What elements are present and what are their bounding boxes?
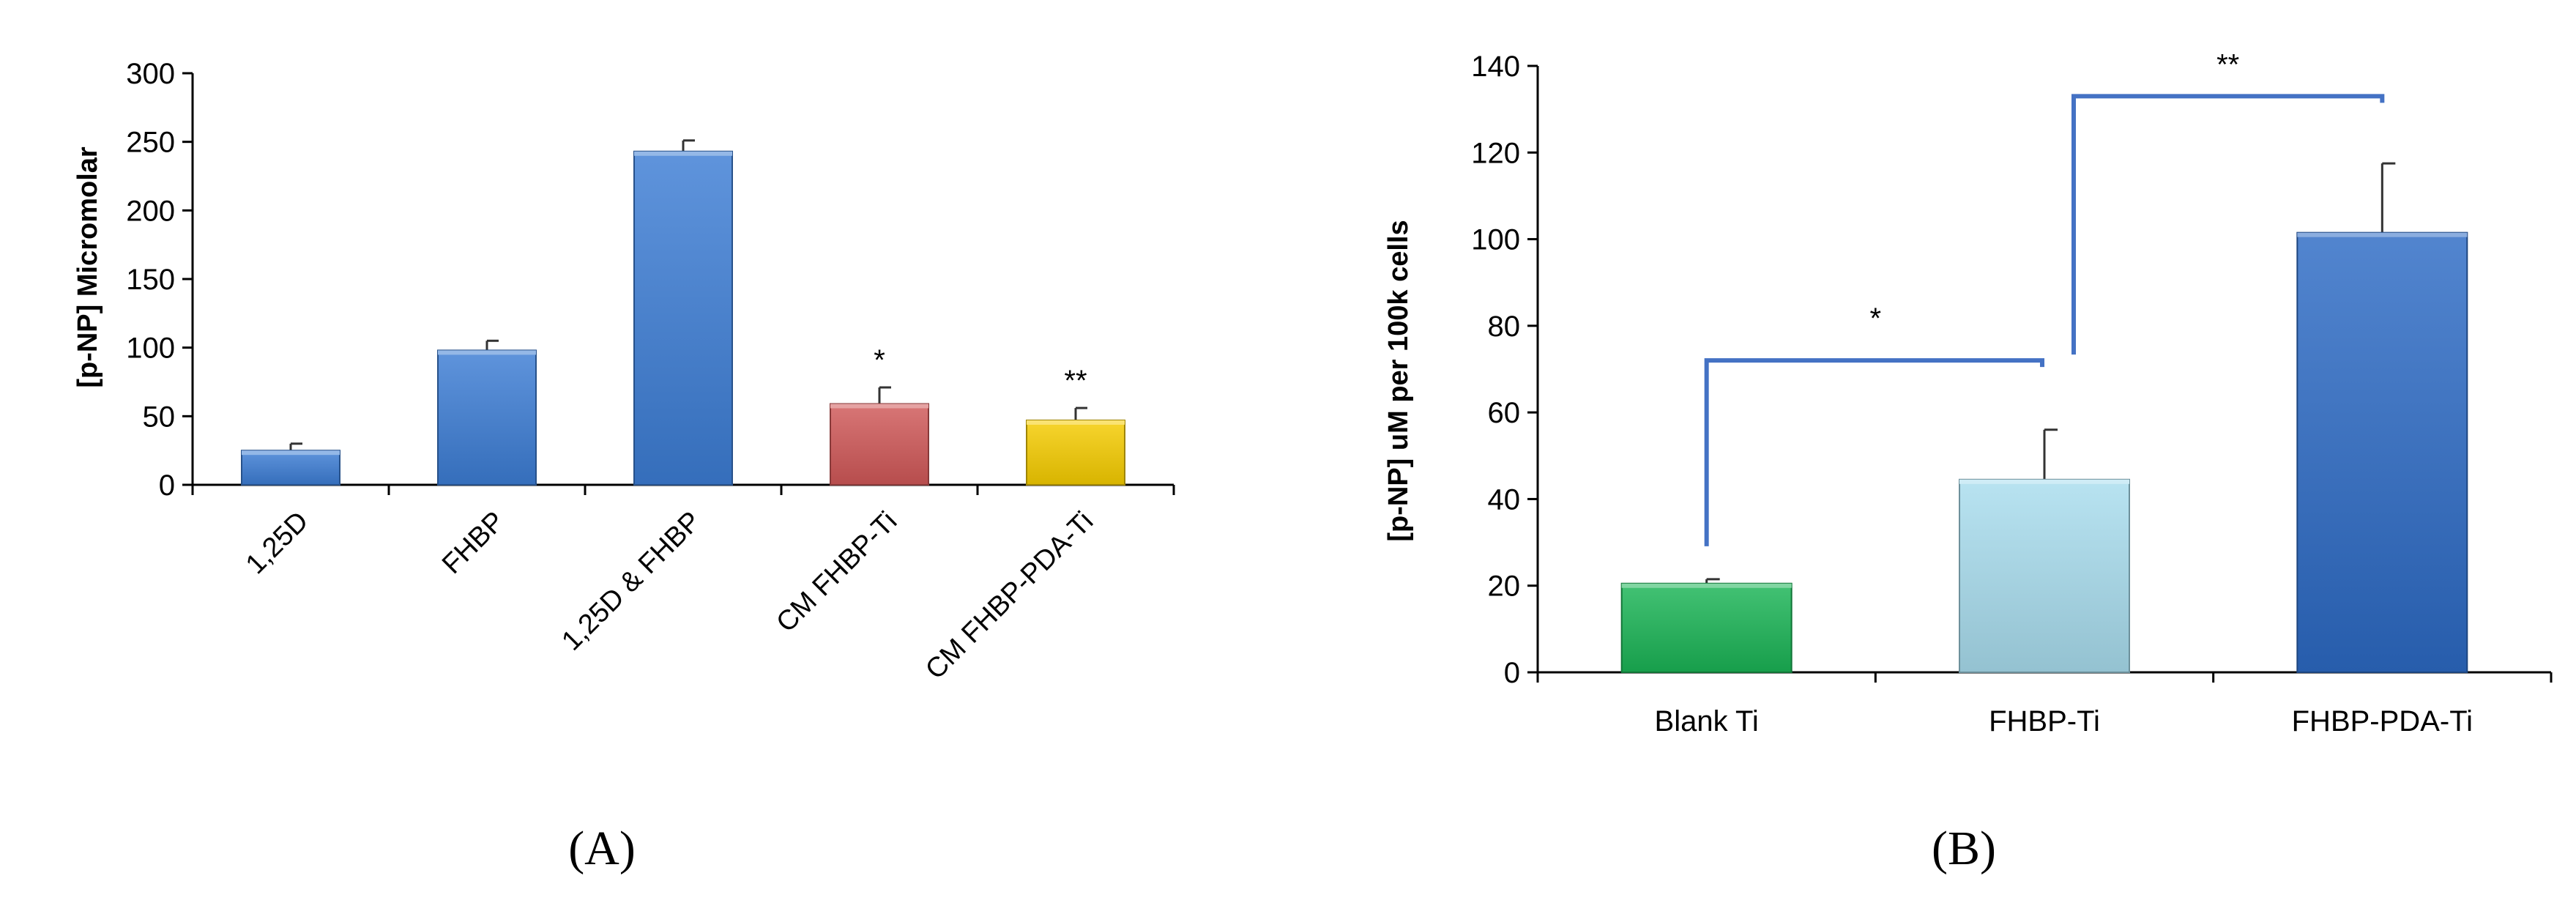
- bar-blank-ti: [1620, 582, 1793, 673]
- bar-highlight: [634, 151, 732, 156]
- chart-b-labels: Blank Ti FHBP-Ti FHBP-PDA-Ti: [1655, 705, 2473, 737]
- bar-highlight: [830, 404, 928, 409]
- x-tick-label: Blank Ti: [1655, 705, 1759, 737]
- chart-b-ylabel: [p-NP] uM per 100k cells: [1383, 220, 1414, 541]
- y-tick-label: 40: [1488, 483, 1521, 516]
- y-tick-label: 50: [143, 401, 176, 433]
- y-tick-label: 200: [126, 195, 175, 227]
- chart-b-panel-label: (B): [1932, 822, 1996, 875]
- chart-b-bars: [1620, 162, 2468, 673]
- x-tick-label: 1,25D: [240, 506, 314, 580]
- y-tick-label: 0: [159, 469, 175, 502]
- x-tick-label: CM FHBP-PDA-Ti: [920, 506, 1099, 685]
- chart-panel-a: 0 50 100 150 200 250 300 1,25D FHBP 1,25D & FHBP…: [72, 58, 1175, 875]
- significance-label: **: [2216, 48, 2239, 81]
- bar-fhbp: [437, 349, 537, 486]
- chart-b-significance-brackets: ***: [1704, 48, 2385, 546]
- bar-highlight: [438, 350, 536, 355]
- bar-1-25d: [241, 450, 340, 486]
- x-tick-label: FHBP-PDA-Ti: [2292, 705, 2473, 737]
- x-tick-label: FHBP: [436, 506, 510, 580]
- bar-fhbp-ti: [1959, 478, 2130, 673]
- y-tick-label: 140: [1471, 51, 1520, 83]
- bar-highlight: [1959, 479, 2129, 484]
- significance-label: **: [1064, 365, 1087, 397]
- y-tick-label: 100: [126, 332, 175, 365]
- y-tick-label: 300: [126, 58, 175, 90]
- bar-highlight: [1027, 420, 1125, 425]
- chart-a-axes: 0 50 100 150 200 250 300: [126, 58, 1175, 502]
- bar-cm-fhbp-pda-ti: [1026, 419, 1125, 486]
- x-tick-label: CM FHBP-Ti: [770, 506, 903, 639]
- y-tick-label: 150: [126, 264, 175, 296]
- y-tick-label: 20: [1488, 571, 1521, 603]
- bar-fhbp-pda-ti: [2296, 231, 2468, 673]
- x-tick-label: 1,25D & FHBP: [556, 506, 707, 657]
- chart-a-panel-label: (A): [568, 822, 636, 875]
- y-tick-label: 120: [1471, 137, 1520, 169]
- bar-highlight: [2297, 232, 2468, 237]
- significance-label: *: [874, 344, 885, 376]
- significance-label: *: [1870, 302, 1882, 335]
- y-tick-label: 0: [1504, 657, 1520, 689]
- chart-a-bars: [241, 139, 1125, 486]
- significance-bracket: [2071, 94, 2385, 355]
- bar-highlight: [1621, 583, 1792, 588]
- bar-highlight: [242, 450, 340, 456]
- y-tick-label: 60: [1488, 397, 1521, 429]
- bar-1-25d-fhbp: [633, 150, 733, 486]
- bar-cm-fhbp-ti: [830, 403, 929, 486]
- y-tick-label: 100: [1471, 224, 1520, 256]
- y-tick-label: 250: [126, 127, 175, 159]
- chart-a-ylabel: [p-NP] Micromolar: [72, 146, 103, 388]
- x-tick-label: FHBP-Ti: [1989, 705, 2100, 737]
- y-tick-label: 80: [1488, 311, 1521, 343]
- significance-bracket: [1704, 358, 2044, 546]
